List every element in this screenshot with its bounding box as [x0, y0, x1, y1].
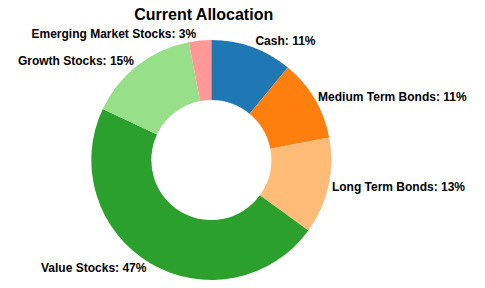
svg-text:Growth Stocks: 15%: Growth Stocks: 15%	[18, 54, 134, 68]
svg-text:Value Stocks: 47%: Value Stocks: 47%	[41, 261, 147, 275]
svg-text:Medium Term Bonds: 11%: Medium Term Bonds: 11%	[318, 90, 467, 104]
svg-text:Cash: 11%: Cash: 11%	[255, 34, 315, 48]
svg-text:Emerging Market Stocks: 3%: Emerging Market Stocks: 3%	[31, 27, 196, 41]
svg-text:Current Allocation: Current Allocation	[134, 6, 273, 23]
svg-text:Long Term Bonds: 13%: Long Term Bonds: 13%	[332, 180, 465, 194]
